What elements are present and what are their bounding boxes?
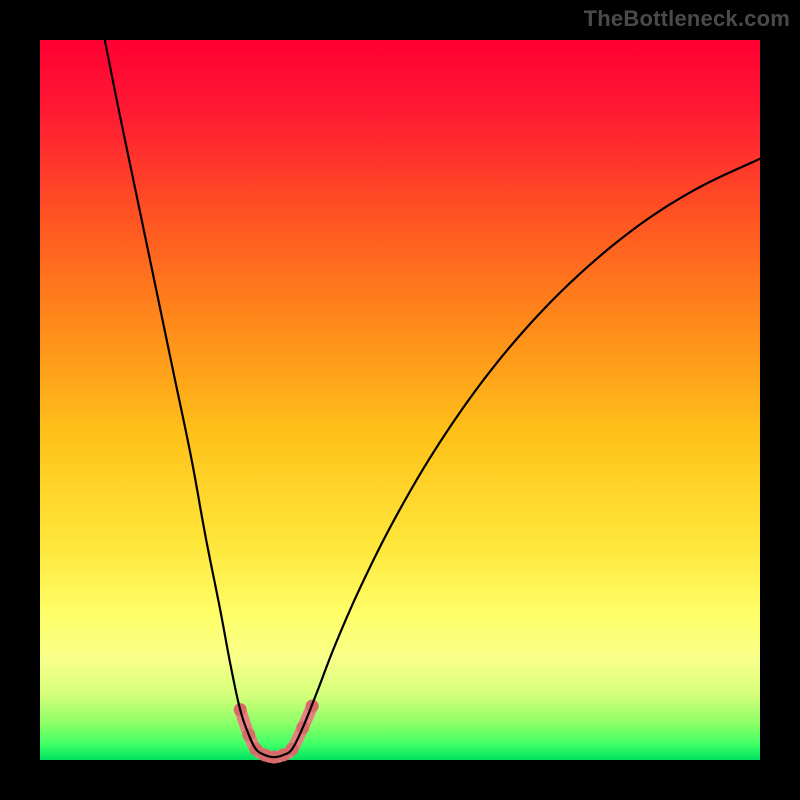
plot-background [40, 40, 760, 760]
bottleneck-chart [0, 0, 800, 800]
stage: TheBottleneck.com [0, 0, 800, 800]
watermark-label: TheBottleneck.com [584, 6, 790, 32]
